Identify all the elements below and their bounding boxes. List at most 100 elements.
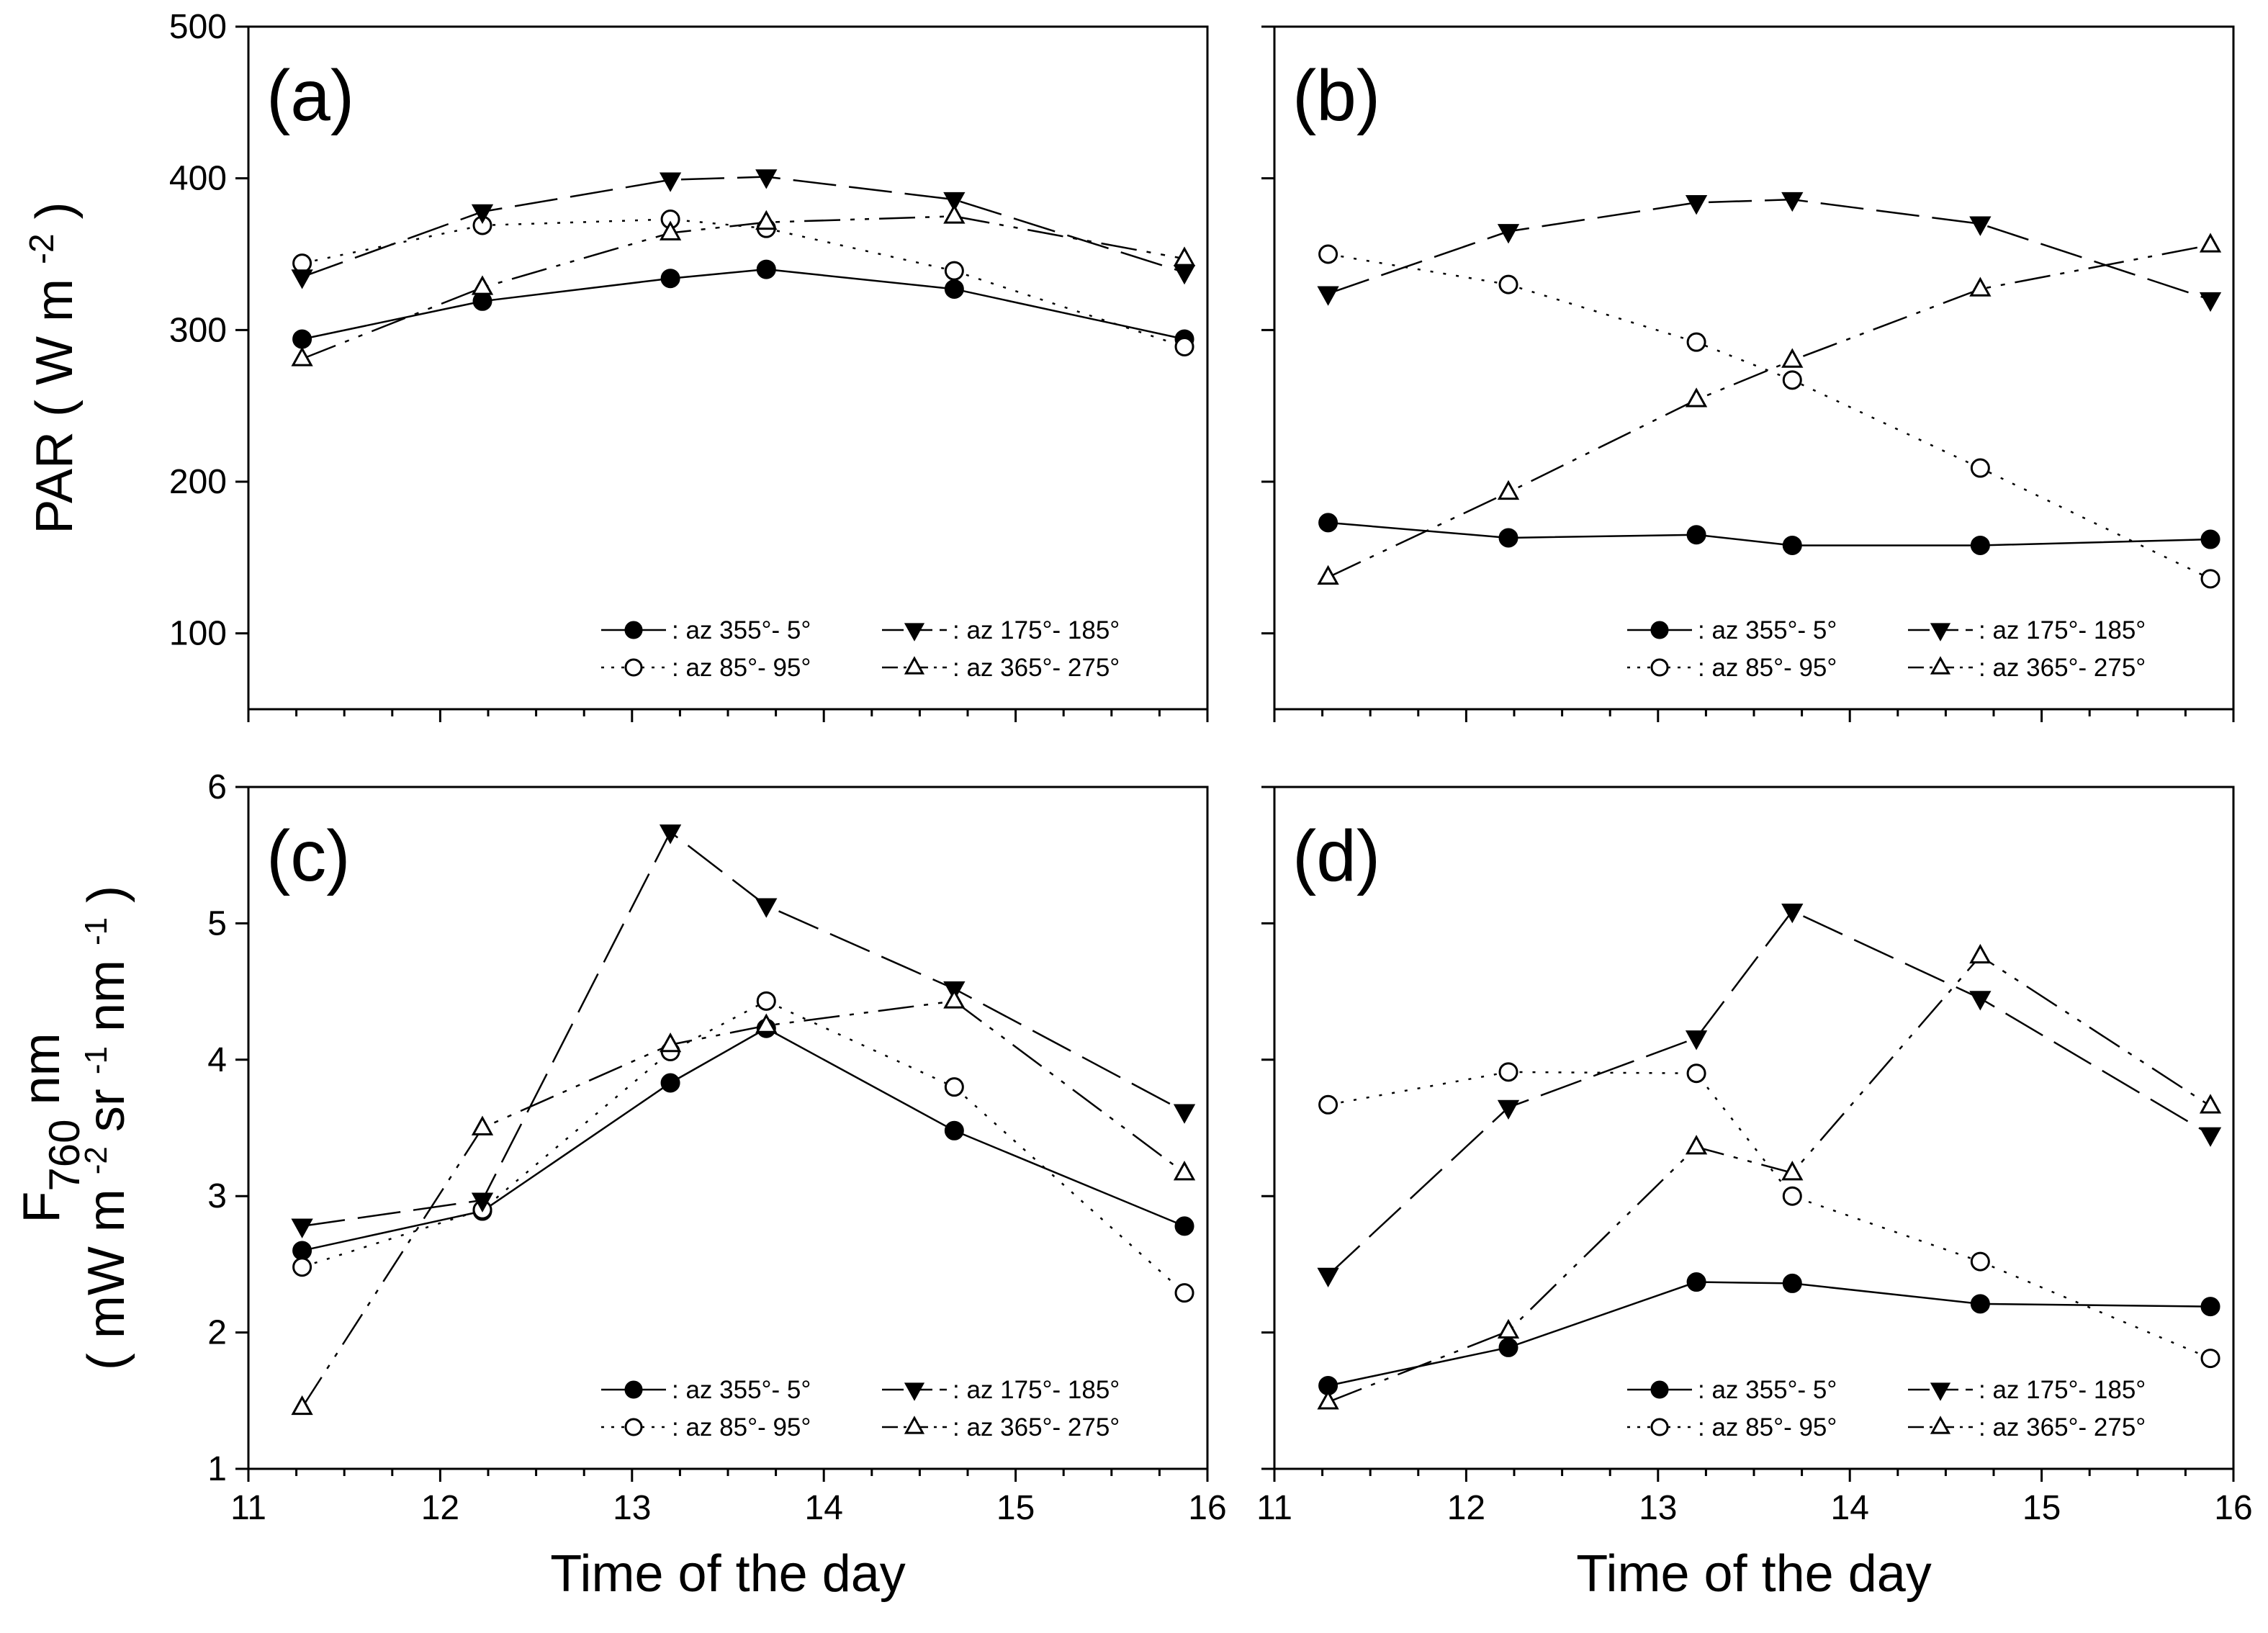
data-point-az-365-275: [1969, 943, 1992, 964]
data-point-az-175-185: [659, 172, 682, 192]
legend-label-az-355-5: : az 355°- 5°: [672, 1376, 811, 1404]
series-line-az-365-275: [302, 215, 1185, 360]
data-point-az-85-95: [292, 253, 312, 274]
x-tick-label: 15: [2022, 1489, 2061, 1527]
y-axis-title: F760 nm: [13, 1033, 89, 1223]
x-tick-label: 12: [1447, 1489, 1485, 1527]
data-point-az-355-5: [660, 269, 680, 289]
legend: : az 355°- 5°: az 175°- 185°: az 85°- 95…: [601, 1376, 1120, 1441]
data-point-az-365-275: [1497, 480, 1520, 500]
data-point-az-85-95: [1318, 244, 1338, 264]
data-point-az-355-5: [472, 291, 492, 311]
data-point-az-175-185: [755, 169, 778, 189]
panel-b-frame: [1273, 25, 2235, 711]
panel-label: (a): [266, 55, 354, 136]
series-line-az-355-5: [302, 268, 1185, 341]
legend-marker-az-355-5: [1650, 1380, 1669, 1399]
y-tick-label: 1: [207, 1450, 227, 1488]
series-line-az-85-95: [1328, 1071, 2211, 1359]
data-point-az-355-5: [1686, 1272, 1706, 1292]
series-line-az-365-275: [1328, 955, 2211, 1403]
data-point-az-175-185: [1781, 904, 1804, 924]
y-axis-title-part: PAR ( W m: [26, 264, 84, 534]
y-axis-title: PAR ( W m -2 ): [23, 202, 84, 534]
data-point-az-175-185: [471, 1192, 494, 1213]
data-point-az-175-185: [943, 192, 966, 212]
data-point-az-355-5: [1498, 1337, 1518, 1357]
x-axis-title: Time of the day: [1576, 1545, 1932, 1603]
data-point-az-85-95: [292, 1257, 312, 1277]
legend-label-az-365-275: : az 365°- 275°: [1979, 1413, 2146, 1441]
data-point-az-85-95: [1686, 1063, 1706, 1084]
y-tick-label: 200: [169, 463, 227, 501]
data-point-az-355-5: [1970, 535, 1990, 555]
legend-marker-az-175-185: [904, 1382, 925, 1401]
y-tick-label: 400: [169, 160, 227, 198]
legend-label-az-365-275: : az 365°- 275°: [953, 1413, 1120, 1441]
data-point-az-175-185: [291, 269, 313, 289]
data-point-az-175-185: [659, 824, 682, 845]
series-line-az-175-185: [302, 830, 1185, 1228]
data-point-az-365-275: [1317, 1390, 1339, 1410]
data-point-az-85-95: [2200, 569, 2220, 589]
y-axis-units: ( mW m -2 sr -1 nm -1 ): [78, 886, 135, 1370]
x-axis-title: Time of the day: [550, 1545, 906, 1603]
legend-marker-az-355-5: [624, 621, 643, 639]
y-axis-title-part: nm: [13, 1033, 71, 1119]
x-tick-label: 16: [2214, 1489, 2252, 1527]
data-point-az-355-5: [2200, 1297, 2220, 1317]
data-point-az-175-185: [1497, 1099, 1520, 1120]
y-tick-label: 6: [207, 768, 227, 806]
panel-a-frame: [247, 25, 1209, 711]
y-tick-label: 2: [207, 1314, 227, 1352]
legend-marker-az-175-185: [1930, 623, 1951, 642]
data-point-az-365-275: [1173, 246, 1196, 266]
data-point-az-355-5: [292, 329, 312, 349]
data-point-az-355-5: [1782, 535, 1802, 555]
data-point-az-365-275: [471, 1115, 494, 1135]
series-line-az-365-275: [301, 1000, 1185, 1408]
data-point-az-365-275: [2199, 1094, 2222, 1114]
legend-label-az-355-5: : az 355°- 5°: [1698, 616, 1837, 644]
legend: : az 355°- 5°: az 175°- 185°: az 85°- 95…: [1627, 616, 2146, 682]
y-axis-units-part: ( mW m: [78, 1174, 135, 1370]
legend-marker-az-365-275: [904, 656, 925, 675]
data-point-az-365-275: [1173, 1161, 1196, 1181]
data-point-az-85-95: [756, 991, 776, 1011]
data-point-az-175-185: [1317, 286, 1339, 306]
legend-marker-az-85-95: [1650, 658, 1669, 677]
data-point-az-365-275: [1781, 348, 1804, 368]
legend-label-az-85-95: : az 85°- 95°: [1698, 1413, 1837, 1441]
data-point-az-85-95: [1318, 1094, 1338, 1115]
legend-label-az-85-95: : az 85°- 95°: [672, 654, 811, 682]
data-point-az-365-275: [1969, 276, 1992, 297]
data-point-az-355-5: [1318, 513, 1338, 533]
series-line-az-175-185: [1328, 198, 2211, 301]
x-tick-label: 12: [421, 1489, 459, 1527]
data-point-az-85-95: [2200, 1349, 2220, 1369]
x-tick-label: 13: [613, 1489, 651, 1527]
legend-marker-az-365-275: [1930, 656, 1951, 675]
y-tick-label: 4: [207, 1041, 227, 1079]
legend-marker-az-365-275: [1930, 1416, 1951, 1434]
data-point-az-85-95: [1782, 370, 1802, 390]
data-point-az-175-185: [1685, 195, 1708, 215]
data-point-az-365-275: [1317, 564, 1339, 585]
panel-b: (b): az 355°- 5°: az 175°- 185°: az 85°-…: [1261, 25, 2235, 722]
panel-label: (c): [266, 816, 351, 896]
legend-label-az-355-5: : az 355°- 5°: [1698, 1376, 1837, 1404]
data-point-az-175-185: [2199, 292, 2222, 312]
data-point-az-365-275: [471, 275, 494, 295]
series-line-az-355-5: [1328, 521, 2211, 546]
y-tick-label: 5: [207, 904, 227, 943]
data-point-az-175-185: [1173, 1104, 1196, 1124]
data-point-az-355-5: [1970, 1294, 1990, 1314]
legend-label-az-85-95: : az 85°- 95°: [672, 1413, 811, 1441]
x-tick-label: 13: [1639, 1489, 1677, 1527]
legend: : az 355°- 5°: az 175°- 185°: az 85°- 95…: [601, 616, 1120, 682]
data-point-az-355-5: [1498, 528, 1518, 548]
y-axis-units-part: ): [78, 886, 135, 917]
data-point-az-365-275: [1781, 1161, 1804, 1181]
legend-marker-az-85-95: [1650, 1418, 1669, 1436]
y-axis-units-exponent: -1: [78, 917, 114, 945]
